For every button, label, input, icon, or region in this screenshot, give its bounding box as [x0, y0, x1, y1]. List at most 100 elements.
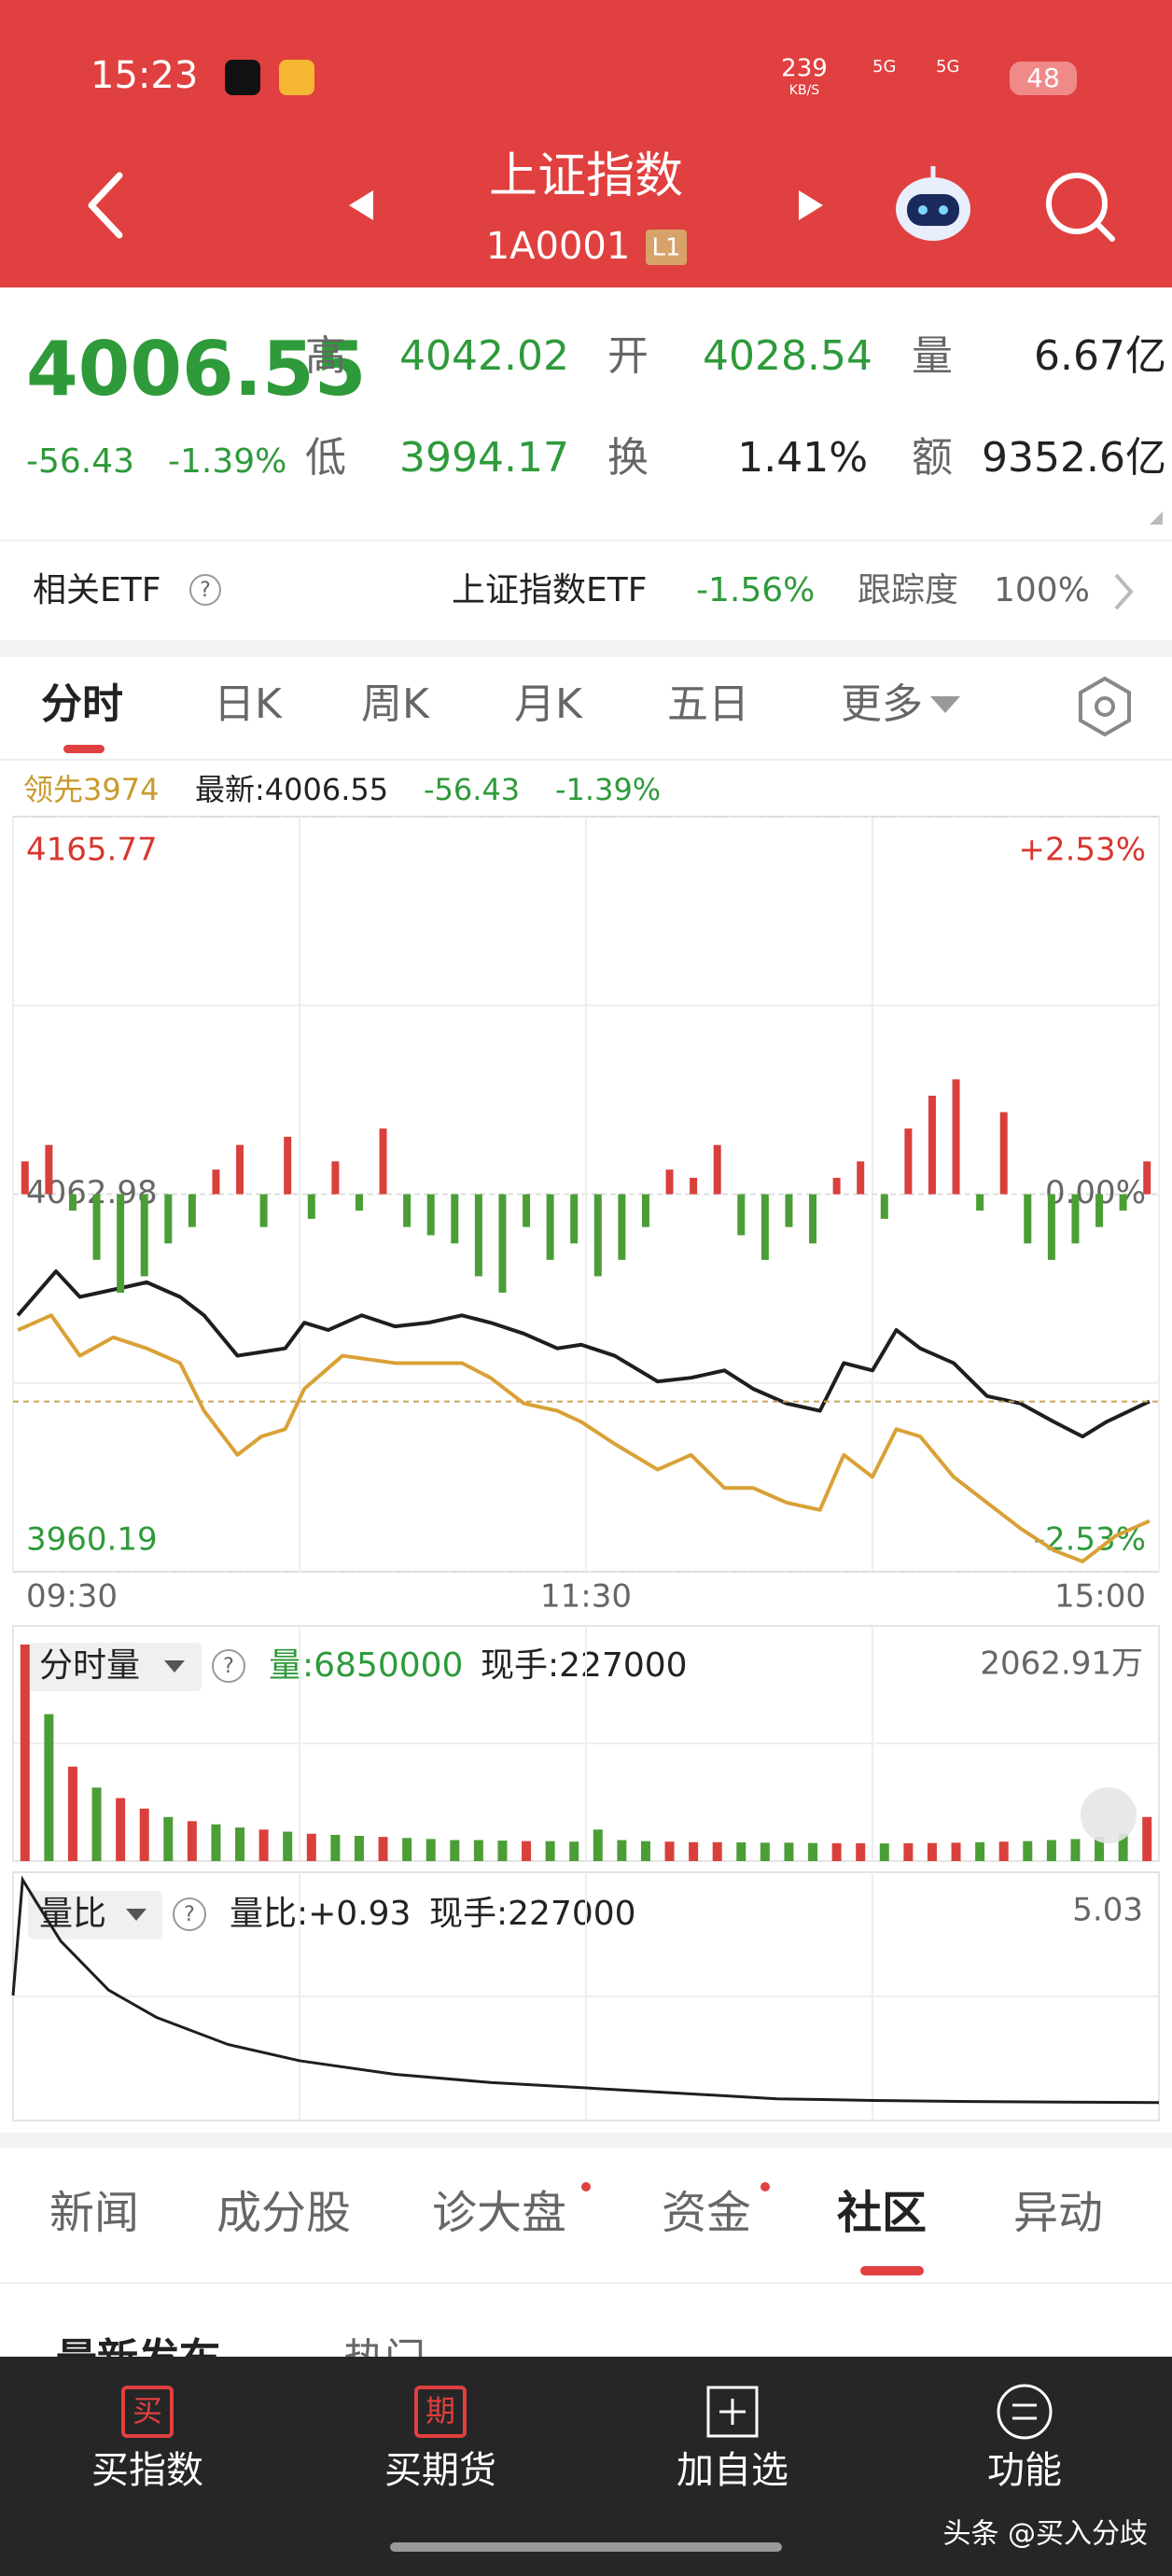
news-tab[interactable]: 社区 — [837, 2187, 927, 2239]
breadth-bar — [1071, 1194, 1080, 1244]
volume-bar — [903, 1842, 914, 1861]
y-tick-label: 5.03 — [1072, 1892, 1143, 1929]
breadth-bar — [1143, 1161, 1151, 1195]
back-button[interactable] — [88, 172, 123, 239]
nav-icon-text: 期 — [426, 2393, 455, 2429]
divider-band — [0, 640, 1172, 657]
breadth-bar — [212, 1169, 220, 1195]
help-icon[interactable] — [212, 1649, 245, 1683]
breadth-bar — [570, 1194, 579, 1244]
help: ? — [200, 579, 211, 602]
help-icon[interactable] — [173, 1897, 206, 1931]
label: 换 — [607, 434, 649, 482]
breadth-bar — [904, 1128, 913, 1195]
volume-bar — [784, 1842, 794, 1861]
prev-button[interactable] — [349, 190, 373, 220]
nav-label[interactable]: 买期货 — [384, 2449, 496, 2492]
nav-label[interactable]: 功能 — [987, 2449, 1062, 2492]
breadth-bar — [976, 1194, 984, 1211]
breadth-bar — [1047, 1194, 1055, 1260]
change-pct: -1.39% — [555, 772, 661, 807]
level: L1 — [651, 234, 680, 262]
breadth-bar — [498, 1194, 507, 1294]
header-bg — [0, 0, 1172, 287]
volume-bar — [569, 1841, 579, 1861]
news-tab[interactable]: 资金 — [662, 2187, 751, 2239]
amount: 9352.6亿 — [982, 434, 1166, 482]
search-button[interactable] — [1046, 173, 1115, 242]
label: 量 — [912, 332, 953, 380]
breadth-bar — [236, 1144, 244, 1195]
y2-tick-label: 0.00% — [1045, 1174, 1146, 1211]
tab[interactable]: 日K — [214, 680, 283, 728]
news-tab[interactable]: 诊大盘 — [432, 2187, 566, 2239]
y-tick-label: 3960.19 — [26, 1521, 158, 1559]
y-tick-label: 2062.91万 — [980, 1645, 1143, 1683]
news-tab[interactable]: 成分股 — [216, 2187, 351, 2239]
breadth-bar — [451, 1194, 459, 1244]
volume-bar — [258, 1829, 269, 1861]
selector-bg[interactable] — [28, 1891, 162, 1939]
tab[interactable]: 更多 — [841, 680, 923, 728]
volume-bar — [879, 1843, 889, 1861]
breadth-bar — [68, 1194, 77, 1211]
news-tab[interactable]: 新闻 — [49, 2187, 139, 2239]
breadth-bar — [713, 1144, 721, 1195]
more-arrow — [930, 696, 960, 713]
help-icon[interactable] — [189, 574, 221, 606]
nav-icon — [414, 2386, 467, 2438]
volume-bar — [831, 1842, 842, 1861]
volume-bar — [211, 1824, 221, 1861]
ratio-text: 量比:+0.93 — [230, 1895, 411, 1933]
divider-band — [0, 2133, 1172, 2148]
news-tab[interactable]: 异动 — [1013, 2187, 1103, 2239]
volume-bar — [808, 1842, 818, 1861]
nav-label[interactable]: 加自选 — [677, 2449, 788, 2492]
assistant-button[interactable] — [896, 166, 970, 241]
volume-bar — [640, 1841, 650, 1861]
y-tick-label: 4165.77 — [26, 832, 158, 869]
breadth-bar — [593, 1194, 602, 1277]
change-pct: -1.39% — [168, 442, 286, 481]
tab[interactable]: 周K — [361, 680, 430, 728]
nav-icon-text: 买 — [133, 2393, 162, 2429]
volume-chart: 分时量 ? 量:6850000 现手:227000 2062.91万 — [12, 1625, 1160, 1862]
breadth-bar — [117, 1194, 125, 1294]
breadth-bar — [426, 1194, 435, 1236]
latest: 最新:4006.55 — [195, 772, 388, 807]
selector-bg[interactable] — [28, 1643, 202, 1691]
etf-label: 相关ETF — [33, 571, 160, 609]
etf-change: -1.56% — [696, 571, 815, 609]
breadth-bar — [474, 1194, 482, 1277]
y2-tick-label: +2.53% — [1019, 832, 1147, 869]
y2-tick-label: -2.53% — [1034, 1521, 1146, 1559]
settings-button[interactable] — [1079, 676, 1131, 737]
volume-bar — [1142, 1816, 1152, 1861]
breadth-bar — [92, 1194, 101, 1260]
breadth-bar — [403, 1194, 412, 1227]
volume-bar — [187, 1821, 197, 1861]
volume-bar — [617, 1840, 627, 1861]
nav-icon — [706, 2386, 759, 2438]
breadth-bar — [546, 1194, 554, 1260]
next-button[interactable] — [799, 190, 823, 220]
ratio-line — [11, 1875, 1160, 2105]
nav-label[interactable]: 买指数 — [91, 2449, 203, 2492]
tab[interactable]: 分时 — [41, 680, 123, 728]
lead: 领先3974 — [23, 772, 159, 807]
tab[interactable]: 五日 — [667, 680, 749, 728]
dropdown-arrow — [126, 1909, 146, 1921]
panel-title: 量比 — [39, 1895, 106, 1933]
expand-corner[interactable] — [1150, 511, 1163, 525]
change: -56.43 — [424, 772, 520, 807]
breadth-bar — [331, 1161, 340, 1195]
volume-bar — [998, 1841, 1009, 1861]
label: 低 — [305, 434, 346, 482]
tab[interactable]: 月K — [514, 680, 583, 728]
title: 上证指数 — [489, 148, 683, 204]
etf-name[interactable]: 上证指数ETF — [452, 571, 647, 609]
breadth-bar — [523, 1194, 531, 1227]
zoom-button[interactable] — [1081, 1787, 1137, 1843]
breadth-bar — [690, 1177, 698, 1195]
